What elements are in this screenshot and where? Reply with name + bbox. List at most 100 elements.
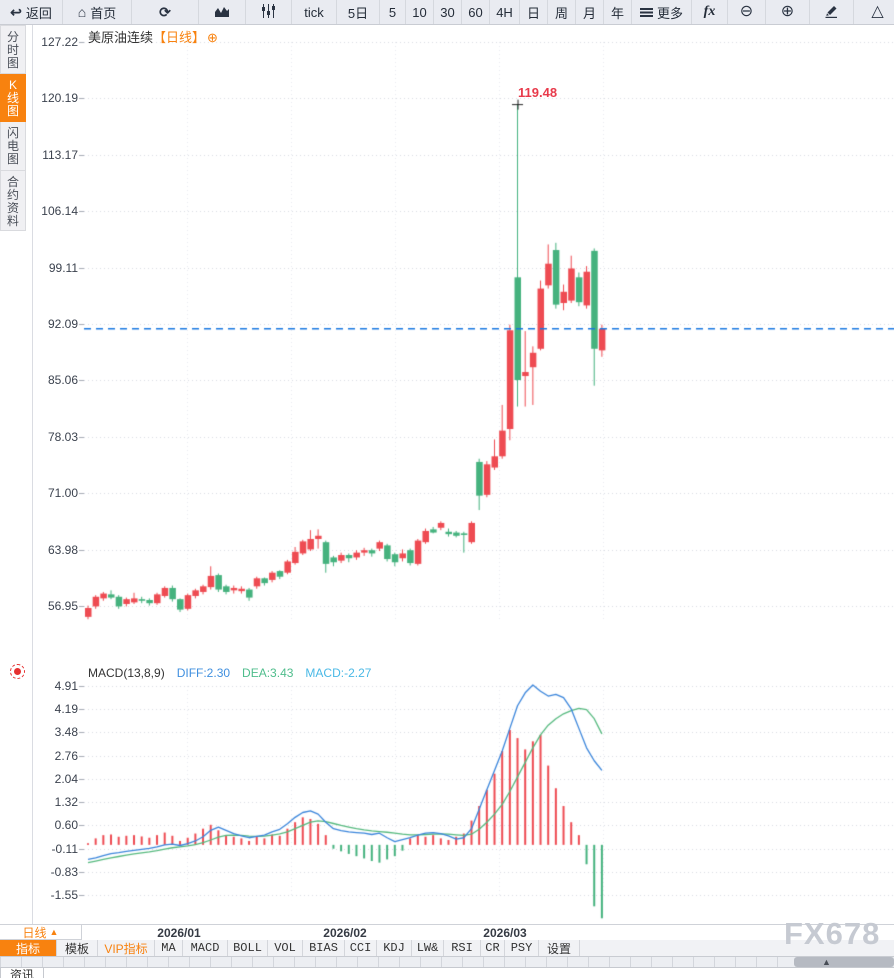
home-icon: ⌂ (77, 4, 87, 20)
indicator-cci-button[interactable]: CCI (345, 940, 377, 956)
kline-chart-button[interactable] (246, 0, 292, 24)
zoom-in-button[interactable]: ⊕ (766, 0, 810, 24)
macd-tick-label: 1.32 (54, 795, 78, 810)
price-tick-label: 106.14 (41, 204, 78, 219)
back-button-label: 返回 (25, 5, 52, 21)
more-button-label: 更多 (656, 5, 683, 21)
interval-60m-button-label: 60 (468, 4, 483, 20)
zoom-out-icon: ⊖ (739, 3, 754, 20)
settings-button[interactable]: 设置 (539, 940, 580, 957)
chart-title: 美原油连续【日线】 ⊕ (88, 27, 218, 46)
interval-day-button[interactable]: 日 (520, 0, 548, 24)
triangle-icon: △ (871, 3, 884, 20)
interval-5d-button-label: 5日 (347, 5, 369, 21)
indicator-kdj-button[interactable]: KDJ (377, 940, 412, 956)
indicator-lw-button[interactable]: LW& (412, 940, 444, 956)
tab-time-chart[interactable]: 分时图 (0, 25, 26, 74)
interval-tick-button[interactable]: tick (292, 0, 337, 24)
left-gutter: 分时图 K线图 闪电图 合约资料 (0, 25, 33, 924)
indicator-ma-button[interactable]: MA (155, 940, 183, 956)
macd-tick-label: -1.55 (50, 888, 78, 902)
candlestick-icon (261, 3, 276, 21)
back-button[interactable]: ↩ 返回 (0, 0, 63, 24)
pen-icon (824, 4, 839, 21)
refresh-icon: ⟳ (159, 4, 171, 20)
price-tick-label: 78.03 (47, 429, 78, 444)
price-tick-label: 85.06 (47, 373, 78, 388)
price-tick-label: 56.95 (47, 599, 78, 613)
fx678-watermark: FX678 (784, 916, 881, 951)
interval-week-button[interactable]: 周 (548, 0, 576, 24)
add-indicator-icon[interactable]: ⊕ (207, 30, 218, 45)
period-tag: 【日线】 (153, 30, 206, 45)
tab-lightning-chart[interactable]: 闪电图 (0, 122, 26, 171)
minimap-handle[interactable]: ▲ (794, 957, 894, 967)
period-selector-button[interactable]: 日线 ▲ (0, 925, 82, 940)
period-selector-label: 日线 (22, 925, 47, 940)
refresh-button[interactable]: ⟳ (132, 0, 199, 24)
macd-tick-label: -0.11 (51, 841, 78, 856)
interval-month-button[interactable]: 月 (576, 0, 604, 24)
macd-tick-label: -0.83 (50, 864, 78, 879)
interval-year-button-label: 年 (610, 5, 624, 21)
vip-indicators-button[interactable]: VIP指标 (98, 940, 155, 956)
date-label: 2026/01 (157, 926, 201, 940)
price-tick-label: 120.19 (41, 91, 78, 106)
indicator-rsi-button[interactable]: RSI (444, 940, 481, 956)
interval-4h-button[interactable]: 4H (490, 0, 520, 24)
more-button[interactable]: 更多 (632, 0, 692, 24)
interval-month-button-label: 月 (582, 5, 596, 21)
news-tab-label: 资讯 (9, 968, 34, 978)
price-tick-label: 127.22 (41, 35, 78, 49)
interval-week-button-label: 周 (554, 5, 568, 21)
interval-30m-button[interactable]: 30 (434, 0, 462, 24)
indicator-toolbar: 指标 模板 VIP指标 MA MACD BOLL VOL BIAS CCI KDJ LW& RSI CR… (0, 940, 894, 957)
indicator-vol-button[interactable]: VOL (268, 940, 303, 956)
macd-tick-label: 4.19 (54, 702, 78, 717)
fx-indicator-button[interactable]: fx (692, 0, 728, 24)
macd-params: MACD(13,8,9) (88, 666, 165, 680)
interval-year-button[interactable]: 年 (604, 0, 632, 24)
chart-type-tabs: 分时图 K线图 闪电图 合约资料 (0, 25, 32, 231)
indicator-macd-button[interactable]: MACD (183, 940, 228, 956)
price-tick-label: 92.09 (47, 317, 78, 331)
macd-tick-label: 0.60 (54, 818, 78, 833)
indicator-bias-button[interactable]: BIAS (303, 940, 345, 956)
interval-10m-button[interactable]: 10 (406, 0, 434, 24)
date-label: 2026/02 (323, 926, 367, 940)
tab-kline-chart[interactable]: K线图 (0, 74, 26, 122)
macd-tick-label: 4.91 (54, 679, 78, 693)
interval-10m-button-label: 10 (412, 4, 427, 20)
dea-value: DEA:3.43 (242, 666, 294, 680)
interval-4h-button-label: 4H (496, 4, 513, 20)
hamburger-icon (639, 7, 653, 17)
indicators-button[interactable]: 指标 (0, 940, 57, 956)
expand-panel-icon[interactable]: ▲ (822, 957, 831, 967)
top-toolbar: ↩ 返回 ⌂ 首页 ⟳ tick 5日 5 10 30 60 4H 日周月年更多 fx ⊖ ⊕ △ (0, 0, 894, 25)
price-tick-label: 113.17 (42, 147, 78, 162)
draw-tool-button[interactable] (810, 0, 854, 24)
templates-button[interactable]: 模板 (57, 940, 98, 957)
timeline-minimap[interactable]: ▲ (0, 957, 894, 967)
shape-tool-button[interactable]: △ (854, 0, 894, 24)
interval-5m-button-label: 5 (388, 4, 397, 20)
home-button[interactable]: ⌂ 首页 (63, 0, 132, 24)
trend-chart-button[interactable] (199, 0, 246, 24)
zoom-out-button[interactable]: ⊖ (728, 0, 766, 24)
indicator-boll-button[interactable]: BOLL (228, 940, 268, 956)
indicator-cr-button[interactable]: CR (481, 940, 505, 956)
bottom-bar: 资讯 (0, 967, 894, 978)
macd-value: MACD:-2.27 (305, 666, 372, 680)
tab-contract-info[interactable]: 合约资料 (0, 171, 26, 231)
interval-day-button-label: 日 (526, 5, 540, 21)
back-icon: ↩ (10, 4, 22, 20)
symbol-name: 美原油连续 (88, 30, 154, 45)
zoom-in-icon: ⊕ (780, 3, 795, 20)
interval-60m-button[interactable]: 60 (462, 0, 490, 24)
indicator-psy-button[interactable]: PSY (505, 940, 539, 956)
date-label: 2026/03 (483, 926, 527, 940)
interval-5m-button[interactable]: 5 (380, 0, 406, 24)
interval-5d-button[interactable]: 5日 (337, 0, 380, 24)
news-tab[interactable]: 资讯 (0, 968, 44, 978)
